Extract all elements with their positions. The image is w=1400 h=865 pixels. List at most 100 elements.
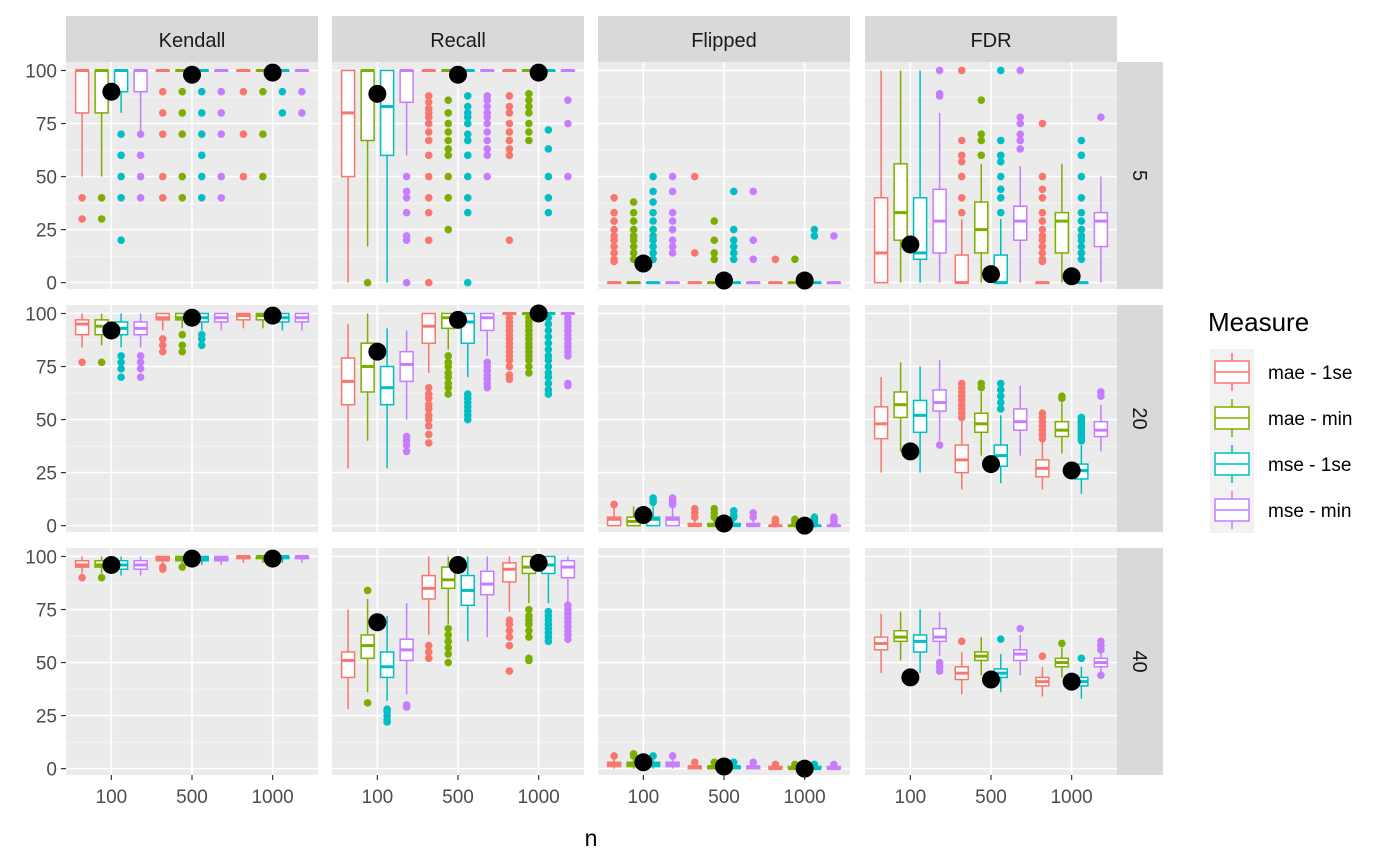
outlier-point xyxy=(505,633,514,641)
outlier-point xyxy=(996,66,1005,75)
outlier-point xyxy=(649,198,657,206)
outlier-point xyxy=(158,335,167,343)
outlier-point xyxy=(544,345,553,354)
box xyxy=(379,69,395,157)
outlier-point xyxy=(178,330,187,339)
boxplot-mae-min xyxy=(1054,639,1070,678)
outlier-point xyxy=(463,92,472,100)
outlier-point xyxy=(483,128,492,136)
outlier-point xyxy=(505,102,514,111)
boxplot-mae-1se xyxy=(236,312,251,329)
outlier-point xyxy=(1077,236,1086,245)
outlier-point xyxy=(771,760,780,769)
outlier-point xyxy=(935,441,944,449)
outlier-point xyxy=(259,87,267,96)
outlier-point xyxy=(505,109,514,117)
boxplot-mae-min xyxy=(787,515,803,528)
y-tick-label: 25 xyxy=(36,221,57,242)
boxplot-mse-min xyxy=(399,330,414,456)
outlier-point xyxy=(1038,242,1047,251)
outlier-point xyxy=(957,66,966,75)
panel-kendall-40 xyxy=(66,548,318,775)
outlier-point xyxy=(1077,255,1086,264)
outlier-point xyxy=(505,119,514,128)
facet-strip-row-20: 20 xyxy=(1117,305,1163,532)
outlier-point xyxy=(483,145,492,153)
reference-point xyxy=(795,271,814,290)
x-tick-label: 100 xyxy=(362,787,394,808)
outlier-point xyxy=(402,447,411,456)
panel-kendall-5 xyxy=(66,62,318,289)
x-axes: 100 500 1000 100 500 1000 100 500 1000 100 500 1000 xyxy=(96,775,1093,808)
outlier-point xyxy=(117,358,125,367)
legend-item-mae-1se: mae - 1se xyxy=(1210,349,1352,395)
outlier-point xyxy=(1077,172,1086,181)
reference-point xyxy=(449,310,467,329)
outlier-point xyxy=(178,347,187,356)
boxplot-mae-1se xyxy=(873,377,889,473)
outlier-point xyxy=(97,573,106,582)
outlier-point xyxy=(1077,217,1086,225)
outlier-point xyxy=(136,151,145,160)
outlier-point xyxy=(629,208,638,217)
y-axis-row-20: 0 25 50 75 100 xyxy=(25,304,66,538)
reference-point xyxy=(715,514,733,533)
outlier-point xyxy=(217,130,226,138)
outlier-point xyxy=(463,151,472,160)
outlier-point xyxy=(629,198,638,206)
outlier-point xyxy=(525,656,533,665)
strip-background xyxy=(865,16,1117,62)
outlier-point xyxy=(749,236,758,245)
boxplot-mae-1se xyxy=(873,70,889,284)
outlier-point xyxy=(977,130,986,138)
outlier-point xyxy=(483,96,492,104)
outlier-point xyxy=(996,157,1005,166)
boxplot-mae-min xyxy=(441,312,456,398)
boxplot-mse-min xyxy=(294,554,310,563)
boxplot-mse-min xyxy=(932,611,947,675)
outlier-point xyxy=(935,66,944,75)
outlier-point xyxy=(444,373,453,381)
outlier-point xyxy=(136,130,145,138)
reference-point xyxy=(901,235,920,254)
boxplot-mse-min xyxy=(399,68,414,287)
box-group-n-500 xyxy=(155,65,229,202)
outlier-point xyxy=(544,362,553,371)
x-tick-label: 500 xyxy=(442,787,474,808)
outlier-point xyxy=(1097,671,1105,680)
outlier-point xyxy=(729,249,738,257)
outlier-point xyxy=(1097,113,1105,121)
box-group-n-100 xyxy=(74,313,148,381)
outlier-point xyxy=(444,631,453,639)
boxplot-mse-1se xyxy=(541,555,556,646)
outlier-point xyxy=(729,513,738,521)
reference-point xyxy=(1062,672,1081,691)
outlier-point xyxy=(525,626,533,635)
y-tick-label: 75 xyxy=(36,358,57,379)
outlier-point xyxy=(564,96,572,104)
outlier-point xyxy=(710,249,719,257)
box xyxy=(399,350,414,383)
outlier-point xyxy=(610,242,618,251)
outlier-point xyxy=(830,519,838,528)
outlier-point xyxy=(158,193,167,202)
boxplot-mae-1se xyxy=(155,68,170,202)
outlier-point xyxy=(97,193,106,202)
outlier-point xyxy=(424,439,433,447)
boxplot-mae-min xyxy=(893,611,908,661)
outlier-point xyxy=(957,172,966,181)
outlier-point xyxy=(483,102,492,111)
boxplot-mae-1se xyxy=(155,312,170,356)
y-axis-row-40: 0 25 50 75 100 xyxy=(25,547,66,781)
outlier-point xyxy=(463,130,472,138)
legend-label: mse - min xyxy=(1268,501,1351,522)
outlier-point xyxy=(996,386,1005,394)
box-group-n-1000 xyxy=(502,63,576,245)
outlier-point xyxy=(505,356,514,364)
outlier-point xyxy=(1077,208,1086,217)
boxplot-mae-1se xyxy=(1035,652,1050,697)
panel-recall-20 xyxy=(332,304,584,532)
outlier-point xyxy=(629,225,638,234)
x-tick-label: 100 xyxy=(96,787,128,808)
outlier-point xyxy=(1038,249,1047,257)
